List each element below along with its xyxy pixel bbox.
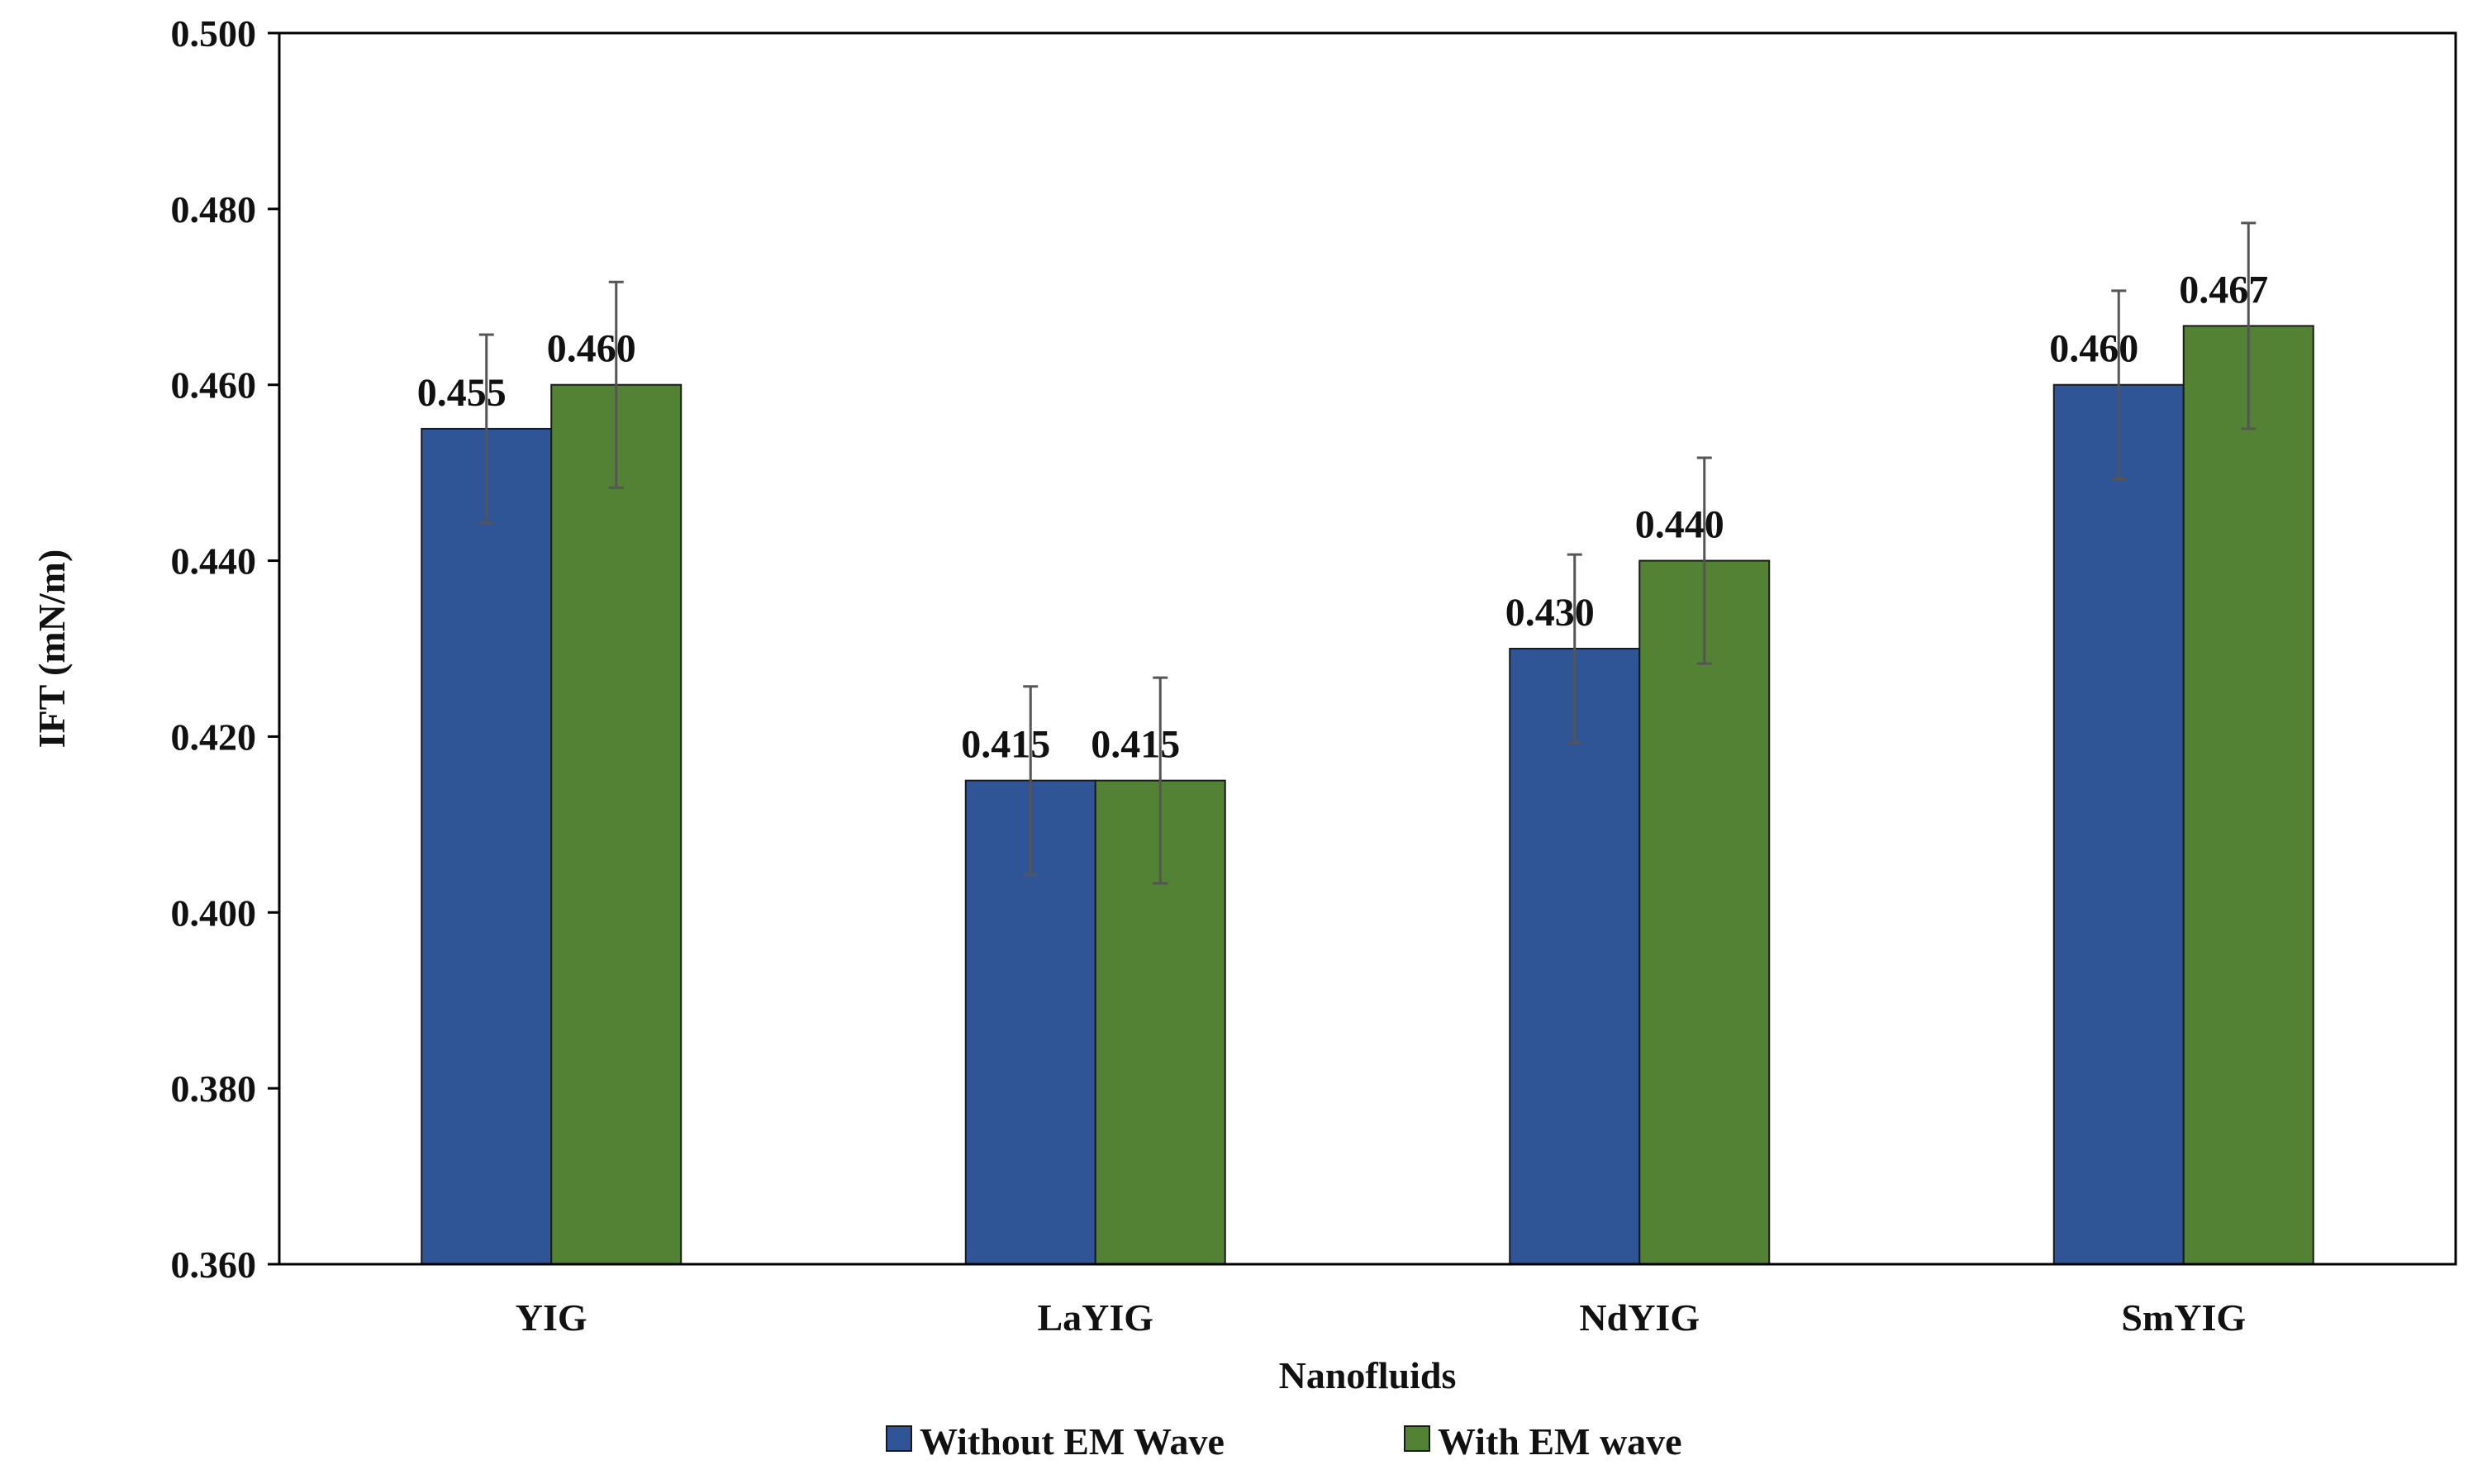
legend-label: With EM wave: [1438, 1420, 1682, 1463]
bar: [1638, 559, 1771, 1265]
y-tick-label: 0.480: [171, 188, 257, 231]
y-tick-label: 0.360: [171, 1244, 257, 1286]
y-tick-label: 0.400: [171, 892, 257, 934]
x-category-label: YIG: [516, 1296, 587, 1339]
bar: [421, 427, 553, 1265]
y-axis-title: IFT (mN/m): [31, 549, 73, 749]
bar: [550, 383, 682, 1266]
bar: [2182, 325, 2314, 1266]
y-tick-label: 0.380: [171, 1068, 257, 1110]
x-category-label: SmYIG: [2121, 1296, 2246, 1339]
data-label: 0.467: [2179, 268, 2268, 312]
x-axis-title: Nanofluids: [1279, 1354, 1457, 1396]
axes: [278, 31, 2457, 1266]
bar-group: [421, 325, 2314, 1266]
data-label-group: 0.455 0.460 0.415 0.415 0.430 0.440 0.460 0.467: [417, 268, 2269, 766]
bar: [1509, 648, 1641, 1265]
y-axis-ticks: 0.360 0.380 0.400 0.420 0.440 0.460 0.480 0.500: [171, 12, 279, 1286]
legend-swatch: [886, 1425, 912, 1452]
legend-swatch: [1404, 1425, 1430, 1452]
data-label: 0.415: [1091, 723, 1180, 767]
data-label: 0.440: [1635, 503, 1724, 547]
x-category-label: NdYIG: [1579, 1296, 1700, 1339]
y-tick-label: 0.420: [171, 716, 257, 758]
legend: Without EM Wave With EM wave: [886, 1420, 1682, 1463]
data-label: 0.430: [1505, 591, 1595, 635]
y-tick-label: 0.460: [171, 364, 257, 407]
x-category-label: LaYIG: [1037, 1296, 1153, 1339]
legend-label: Without EM Wave: [920, 1420, 1225, 1463]
y-tick-label: 0.500: [171, 12, 257, 55]
bar: [2052, 383, 2185, 1266]
error-bar-group: [478, 221, 2257, 885]
data-label: 0.460: [2049, 327, 2138, 371]
y-tick-label: 0.440: [171, 540, 257, 583]
data-label: 0.415: [961, 723, 1050, 767]
data-label: 0.455: [417, 371, 506, 415]
plot-frame: [278, 31, 2457, 1266]
data-label: 0.460: [547, 327, 636, 371]
x-axis-labels: YIG LaYIG NdYIG SmYIG: [516, 1296, 2246, 1339]
